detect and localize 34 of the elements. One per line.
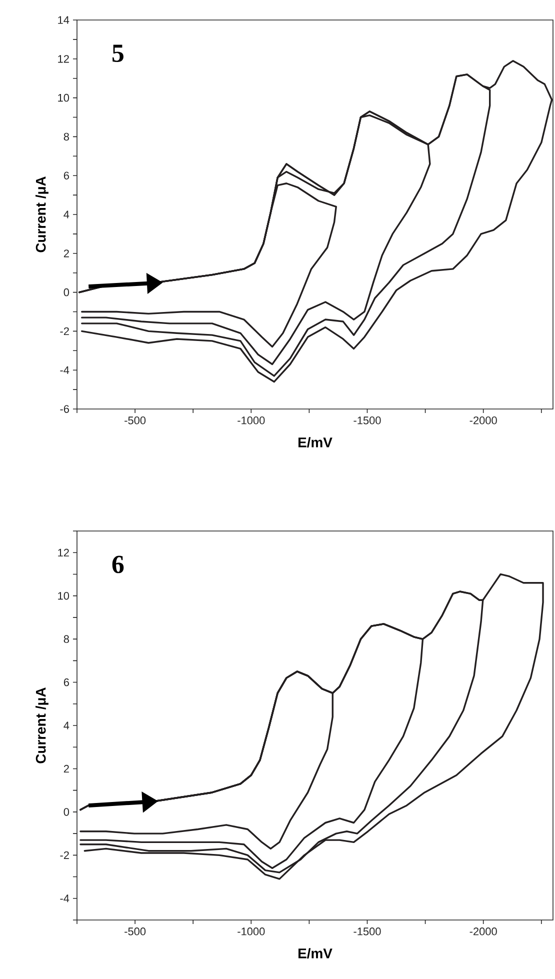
x-tick-label: -2000 <box>470 928 497 936</box>
y-tick-label: 4 <box>64 722 70 730</box>
y-tick-label: -4 <box>60 366 70 374</box>
y-tick-label: -2 <box>60 851 69 859</box>
y-tick-label: 0 <box>64 288 70 296</box>
y-tick-label: 10 <box>58 592 70 600</box>
y-tick-label: 2 <box>64 764 69 773</box>
y-tick-label: 2 <box>64 250 69 258</box>
text: 5 <box>112 44 124 62</box>
y-tick-label: -2 <box>60 327 69 336</box>
x-tick-label: -500 <box>124 416 146 424</box>
y-tick-label: 10 <box>58 94 70 102</box>
x-tick-label: -1500 <box>354 416 381 424</box>
x-tick-label: -500 <box>124 928 146 936</box>
y-tick-label: 8 <box>64 635 69 643</box>
y-axis-title: Current /μA <box>36 688 48 764</box>
x-axis-title: E/mV <box>298 437 332 448</box>
y-tick-label: 12 <box>58 55 69 63</box>
y-tick-label: 14 <box>58 16 70 24</box>
y-tick-label: 4 <box>64 210 70 218</box>
text: 6 <box>112 556 124 574</box>
y-tick-label: 0 <box>64 808 70 816</box>
y-axis-title: Current /μA <box>36 176 48 252</box>
y-tick-label: 8 <box>64 132 69 141</box>
y-tick-label: 12 <box>58 548 69 556</box>
y-tick-label: -4 <box>60 894 70 902</box>
x-tick-label: -1500 <box>354 928 381 936</box>
x-tick-label: -2000 <box>470 416 497 424</box>
y-tick-label: 6 <box>64 678 69 686</box>
y-tick-label: 6 <box>64 172 69 180</box>
x-axis-title: E/mV <box>298 948 332 959</box>
y-tick-label: -6 <box>60 405 69 413</box>
x-tick-label: -1000 <box>238 416 265 424</box>
x-tick-label: -1000 <box>238 928 265 936</box>
